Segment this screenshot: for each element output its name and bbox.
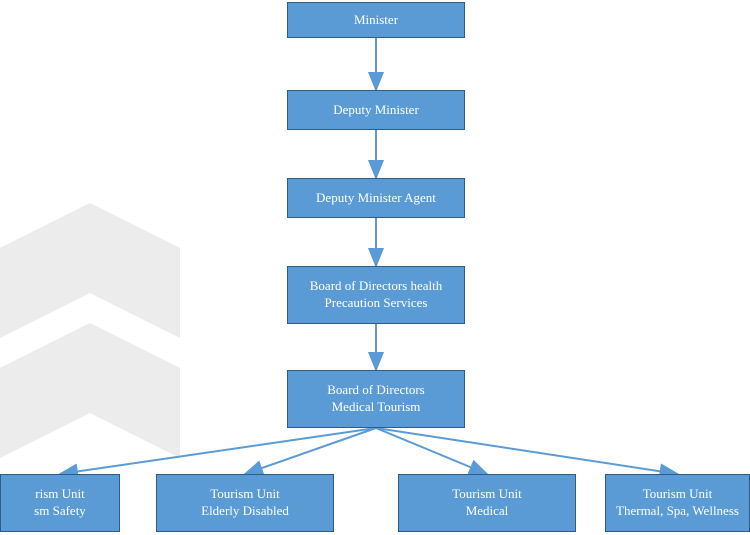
node-unit-safety: rism Unitsm Safety [0,474,120,532]
node-minister: Minister [287,2,465,38]
node-unit-thermal-spa: Tourism UnitThermal, Spa, Wellness [605,474,750,532]
node-board-medical-tourism: Board of DirectorsMedical Tourism [287,370,465,428]
node-deputy-minister-agent: Deputy Minister Agent [287,178,465,218]
node-label: Board of DirectorsMedical Tourism [327,382,424,416]
node-label: Tourism UnitThermal, Spa, Wellness [616,486,739,520]
node-board-health: Board of Directors healthPrecaution Serv… [287,266,465,324]
node-label: rism Unitsm Safety [34,486,86,520]
node-label: Minister [354,12,398,29]
node-label: Deputy Minister [333,102,419,119]
node-unit-elderly-disabled: Tourism UnitElderly Disabled [156,474,334,532]
node-label: Tourism UnitMedical [452,486,522,520]
node-deputy-minister: Deputy Minister [287,90,465,130]
node-label: Deputy Minister Agent [316,190,436,207]
node-label: Tourism UnitElderly Disabled [201,486,289,520]
node-unit-medical: Tourism UnitMedical [398,474,576,532]
node-label: Board of Directors healthPrecaution Serv… [310,278,442,312]
